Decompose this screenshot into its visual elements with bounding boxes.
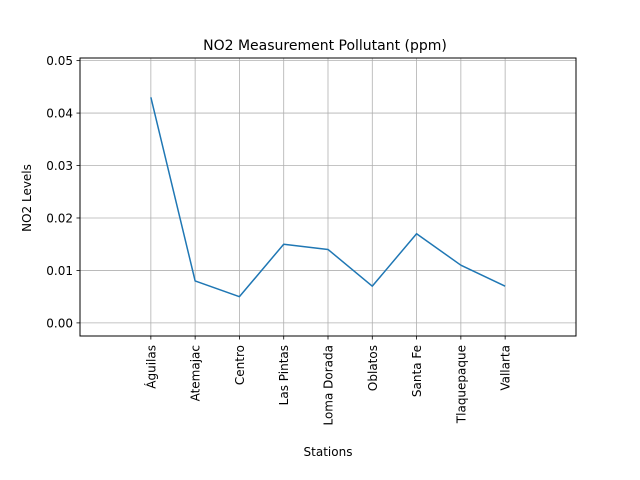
x-tick-label: Vallarta [499, 345, 513, 391]
x-tick-label: Loma Dorada [322, 345, 336, 426]
y-tick-label: 0.01 [46, 264, 73, 278]
x-axis: Águilas Atemajac Centro Las Pintas Loma Dora… [143, 336, 513, 426]
y-axis-label: NO2 Levels [20, 164, 34, 232]
y-axis: 0.00 0.01 0.02 0.03 0.04 0.05 [46, 54, 80, 330]
x-tick-label: Tlaquepaque [454, 345, 468, 424]
y-tick-label: 0.05 [46, 54, 73, 68]
grid [80, 58, 576, 336]
x-tick-label: Atemajac [189, 345, 203, 401]
x-tick-label: Oblatos [366, 345, 380, 391]
chart-title: NO2 Measurement Pollutant (ppm) [203, 38, 447, 54]
y-tick-label: 0.02 [46, 211, 73, 225]
y-tick-label: 0.04 [46, 107, 73, 121]
x-tick-label: Las Pintas [277, 345, 291, 405]
x-tick-label: Centro [233, 345, 247, 385]
x-tick-label: Águilas [143, 345, 158, 389]
x-axis-label: Stations [304, 445, 353, 459]
series-layer [150, 97, 506, 298]
y-tick-label: 0.00 [46, 316, 73, 330]
series-line [150, 97, 506, 298]
y-tick-label: 0.03 [46, 159, 73, 173]
x-tick-label: Santa Fe [410, 345, 424, 397]
